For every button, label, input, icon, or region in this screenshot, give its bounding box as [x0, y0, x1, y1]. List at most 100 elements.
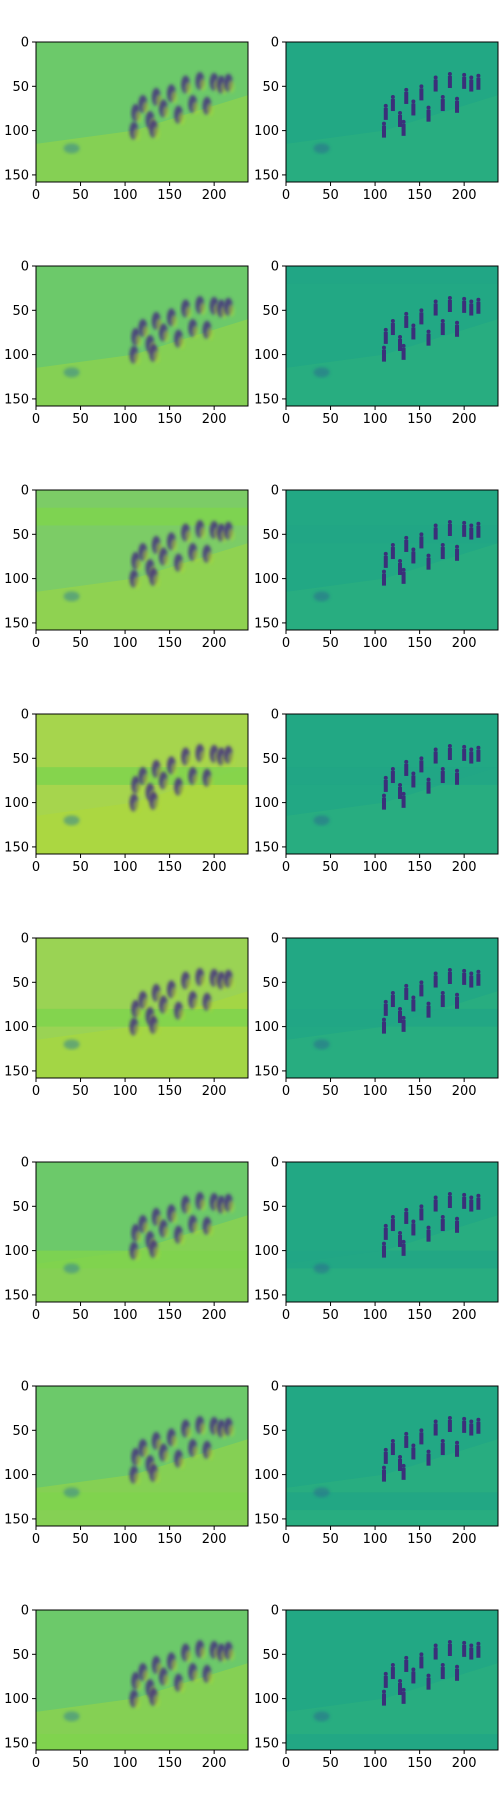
person-blob — [129, 1689, 140, 1709]
person-blob — [433, 75, 438, 92]
y-tick-label: 100 — [4, 572, 29, 587]
person-blob — [166, 84, 178, 104]
person-blob — [476, 969, 481, 986]
x-tick-label: 150 — [407, 188, 432, 203]
person-blob — [419, 532, 424, 549]
person-blob — [149, 119, 160, 139]
x-tick-label: 0 — [32, 1084, 40, 1099]
y-tick-label: 50 — [12, 304, 29, 319]
person-blob — [401, 119, 406, 136]
person-blob — [426, 1225, 431, 1242]
x-tick-label: 200 — [202, 1532, 227, 1547]
x-tick-label: 200 — [202, 1756, 227, 1771]
y-tick-label: 0 — [21, 932, 29, 947]
heatmap-image — [286, 938, 498, 1078]
person-blob — [188, 991, 199, 1011]
left-blob — [313, 367, 330, 378]
y-tick-label: 100 — [254, 1020, 279, 1035]
person-blob — [202, 544, 214, 564]
x-tick-label: 50 — [322, 412, 339, 427]
x-tick-label: 0 — [282, 1756, 290, 1771]
person-blob — [401, 1239, 406, 1256]
subplot-reconstruction-r4-c0: 0 50 100 150 200 0 50 100 150 — [4, 932, 249, 1099]
heatmap-image — [36, 266, 248, 406]
person-blob — [138, 95, 149, 115]
person-blob — [381, 345, 386, 362]
y-tick-label: 100 — [4, 1468, 29, 1483]
heatmap-image — [286, 1386, 498, 1526]
person-blob — [469, 747, 474, 764]
person-blob — [476, 745, 481, 762]
person-blob — [202, 1216, 214, 1236]
person-blob — [202, 1664, 214, 1684]
subplot-residual-r3-c1: 0 50 100 150 200 0 50 100 150 — [254, 708, 499, 875]
subplot-residual-r1-c1: 0 50 100 150 200 0 50 100 150 — [254, 260, 499, 427]
heatmap-image — [36, 938, 248, 1078]
left-blob — [313, 815, 330, 826]
x-tick-label: 200 — [452, 1308, 477, 1323]
x-tick-label: 0 — [32, 1756, 40, 1771]
y-tick-label: 50 — [12, 528, 29, 543]
y-tick-label: 0 — [21, 1380, 29, 1395]
person-blob — [188, 1439, 199, 1459]
field-region — [36, 1663, 248, 1750]
person-blob — [188, 319, 199, 339]
heatmap-image — [36, 714, 248, 854]
person-blob — [398, 558, 403, 575]
person-blob — [401, 1015, 406, 1032]
y-tick-label: 50 — [12, 80, 29, 95]
person-blob — [138, 1439, 149, 1459]
y-tick-label: 100 — [254, 572, 279, 587]
person-blob — [181, 299, 192, 319]
person-blob — [440, 1215, 445, 1232]
person-blob — [440, 1663, 445, 1680]
subplot-reconstruction-r3-c0: 0 50 100 150 200 0 50 100 150 — [4, 708, 249, 875]
person-blob — [181, 523, 192, 543]
person-blob — [158, 1443, 170, 1463]
person-blob — [138, 319, 149, 339]
person-blob — [419, 980, 424, 997]
y-tick-label: 50 — [12, 1200, 29, 1215]
x-tick-label: 200 — [452, 636, 477, 651]
subplot-residual-r0-c1: 0 50 100 150 200 0 50 100 150 — [254, 36, 499, 203]
left-blob — [63, 1039, 80, 1050]
x-tick-label: 0 — [282, 860, 290, 875]
y-tick-label: 50 — [262, 1648, 279, 1663]
y-tick-label: 0 — [271, 36, 279, 51]
y-tick-label: 50 — [262, 1200, 279, 1215]
person-blob — [149, 791, 160, 811]
subplot-residual-r6-c1: 0 50 100 150 200 0 50 100 150 — [254, 1380, 499, 1547]
y-tick-label: 150 — [4, 840, 29, 855]
y-tick-label: 150 — [254, 168, 279, 183]
subplot-residual-r2-c1: 0 50 100 150 200 0 50 100 150 — [254, 484, 499, 651]
x-tick-label: 150 — [157, 1756, 182, 1771]
x-tick-label: 0 — [282, 188, 290, 203]
person-blob — [174, 1001, 185, 1021]
x-tick-label: 50 — [72, 188, 89, 203]
y-tick-label: 150 — [4, 1288, 29, 1303]
y-tick-label: 0 — [271, 260, 279, 275]
x-tick-label: 150 — [407, 860, 432, 875]
person-blob — [158, 995, 170, 1015]
person-blob — [174, 1673, 185, 1693]
person-blob — [455, 992, 460, 1009]
x-tick-label: 200 — [202, 188, 227, 203]
heatmap-background — [286, 490, 498, 630]
y-tick-label: 0 — [21, 260, 29, 275]
heatmap-background — [286, 42, 498, 182]
person-blob — [469, 1643, 474, 1660]
person-blob — [131, 775, 142, 795]
person-blob — [469, 971, 474, 988]
subplot-reconstruction-r5-c0: 0 50 100 150 200 0 50 100 150 — [4, 1156, 249, 1323]
x-tick-label: 0 — [282, 412, 290, 427]
x-tick-label: 100 — [113, 636, 138, 651]
person-blob — [390, 767, 395, 784]
person-blob — [131, 551, 142, 571]
person-blob — [433, 1195, 438, 1212]
x-tick-label: 200 — [452, 188, 477, 203]
person-blob — [166, 532, 178, 552]
left-blob — [313, 591, 330, 602]
x-tick-label: 200 — [202, 412, 227, 427]
x-tick-label: 0 — [32, 412, 40, 427]
x-tick-label: 50 — [322, 1756, 339, 1771]
